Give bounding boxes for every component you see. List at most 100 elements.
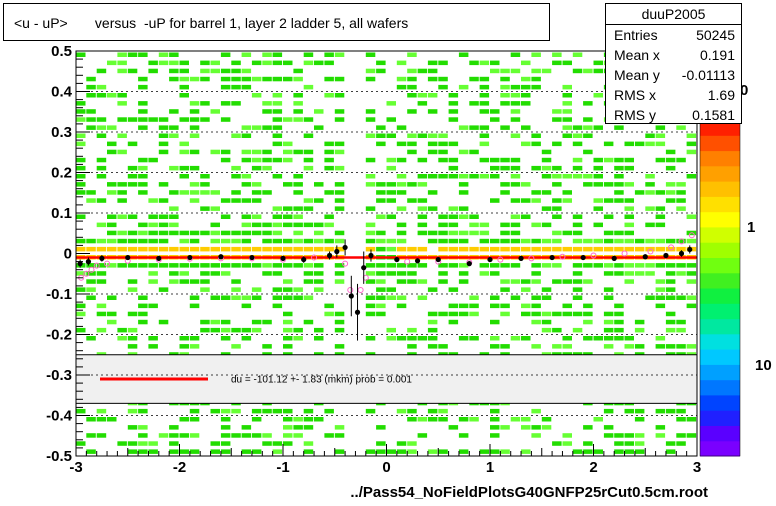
heat-cell xyxy=(241,230,252,236)
heat-cell xyxy=(645,174,655,179)
heat-cell xyxy=(272,214,283,219)
heat-cell xyxy=(603,425,614,430)
heat-cell xyxy=(220,68,231,74)
heat-cell xyxy=(148,230,158,236)
heat-cell xyxy=(189,101,200,106)
heat-cell xyxy=(438,230,448,236)
profile-point-pink xyxy=(688,232,695,239)
heat-cell xyxy=(76,165,86,171)
heat-cell xyxy=(614,433,624,438)
heat-cell xyxy=(427,417,438,422)
heat-cell xyxy=(158,287,169,292)
heat-cell xyxy=(407,109,417,114)
heat-cell xyxy=(96,165,107,171)
heat-cell xyxy=(407,52,417,57)
heat-cell xyxy=(603,336,614,341)
heat-cell xyxy=(220,433,231,438)
heat-cell xyxy=(593,157,603,163)
heat-cell xyxy=(200,271,210,276)
heat-cell xyxy=(334,149,345,155)
heat-cell xyxy=(334,182,345,187)
heat-cell xyxy=(324,157,334,163)
palette-swatch xyxy=(700,242,740,258)
heat-cell xyxy=(479,263,490,268)
palette-swatch xyxy=(700,226,740,243)
heat-cell xyxy=(500,93,510,98)
profile-point-pink xyxy=(347,286,354,293)
heat-cell xyxy=(324,246,334,252)
heat-cell xyxy=(634,141,645,147)
heat-cell xyxy=(479,238,490,244)
palette-swatch xyxy=(700,394,740,411)
heat-cell xyxy=(572,327,583,333)
heat-cell xyxy=(531,344,541,349)
heat-cell xyxy=(541,327,552,333)
profile-point xyxy=(361,265,367,271)
stats-row-rms-y: RMS y 0.1581 xyxy=(614,107,735,123)
heat-cell xyxy=(614,157,624,163)
heat-cell xyxy=(179,141,189,147)
profile-point-pink xyxy=(404,258,411,265)
heat-cell xyxy=(86,271,96,276)
heat-cell xyxy=(531,222,541,228)
heat-cell xyxy=(521,303,531,309)
heat-cell xyxy=(686,417,697,422)
heat-cell xyxy=(448,303,459,309)
heat-cell xyxy=(251,319,262,325)
heat-cell xyxy=(427,238,438,244)
heat-cell xyxy=(293,263,303,268)
heat-cell xyxy=(510,198,521,203)
heat-cell xyxy=(655,433,666,438)
heat-cell xyxy=(479,271,490,276)
heat-cell xyxy=(241,425,252,430)
heat-cell xyxy=(583,336,593,341)
heat-cell xyxy=(531,433,541,438)
heat-cell xyxy=(552,198,562,203)
heat-cell xyxy=(510,230,521,236)
heat-cell xyxy=(138,408,148,414)
heat-cell xyxy=(169,68,179,74)
heat-cell xyxy=(283,287,293,292)
heat-cell xyxy=(562,174,572,179)
heat-cell xyxy=(262,52,272,57)
heat-cell xyxy=(334,141,345,147)
heat-cell xyxy=(200,230,210,236)
heat-cell xyxy=(169,441,179,446)
heat-cell xyxy=(676,246,686,252)
palette-swatch xyxy=(700,303,740,320)
heat-cell xyxy=(458,206,469,211)
heat-cell xyxy=(541,174,552,179)
profile-point xyxy=(125,254,131,261)
heat-cell xyxy=(283,319,293,325)
heat-cell xyxy=(645,271,655,276)
heat-cell xyxy=(303,408,314,414)
heat-cell xyxy=(572,214,583,219)
heat-cell xyxy=(510,52,521,57)
heat-cell xyxy=(314,222,324,228)
heat-cell xyxy=(417,336,428,341)
heat-cell xyxy=(96,198,107,203)
legend-text: du = -101.12 +- 1.83 (mkm) prob = 0.001 xyxy=(231,375,412,386)
heat-cell xyxy=(572,230,583,236)
heat-cell xyxy=(603,157,614,163)
palette-swatch xyxy=(700,135,740,152)
heat-cell xyxy=(138,425,148,430)
palette-swatch xyxy=(700,440,740,457)
palette-swatch xyxy=(700,272,740,289)
heat-cell xyxy=(107,238,117,244)
heat-cell xyxy=(303,441,314,446)
heat-cell xyxy=(624,449,634,454)
heat-cell xyxy=(117,336,127,341)
heat-cell xyxy=(407,198,417,203)
heat-cell xyxy=(603,230,614,236)
heat-cell xyxy=(427,68,438,74)
heat-cell xyxy=(427,327,438,333)
heat-cell xyxy=(665,441,676,446)
heat-cell xyxy=(376,190,386,195)
profile-point-pink xyxy=(678,238,685,245)
profile-point-pink xyxy=(93,262,100,269)
heat-cell xyxy=(490,408,500,414)
heat-cell xyxy=(200,190,210,195)
heat-cell xyxy=(76,287,86,292)
heat-cell xyxy=(541,319,552,325)
